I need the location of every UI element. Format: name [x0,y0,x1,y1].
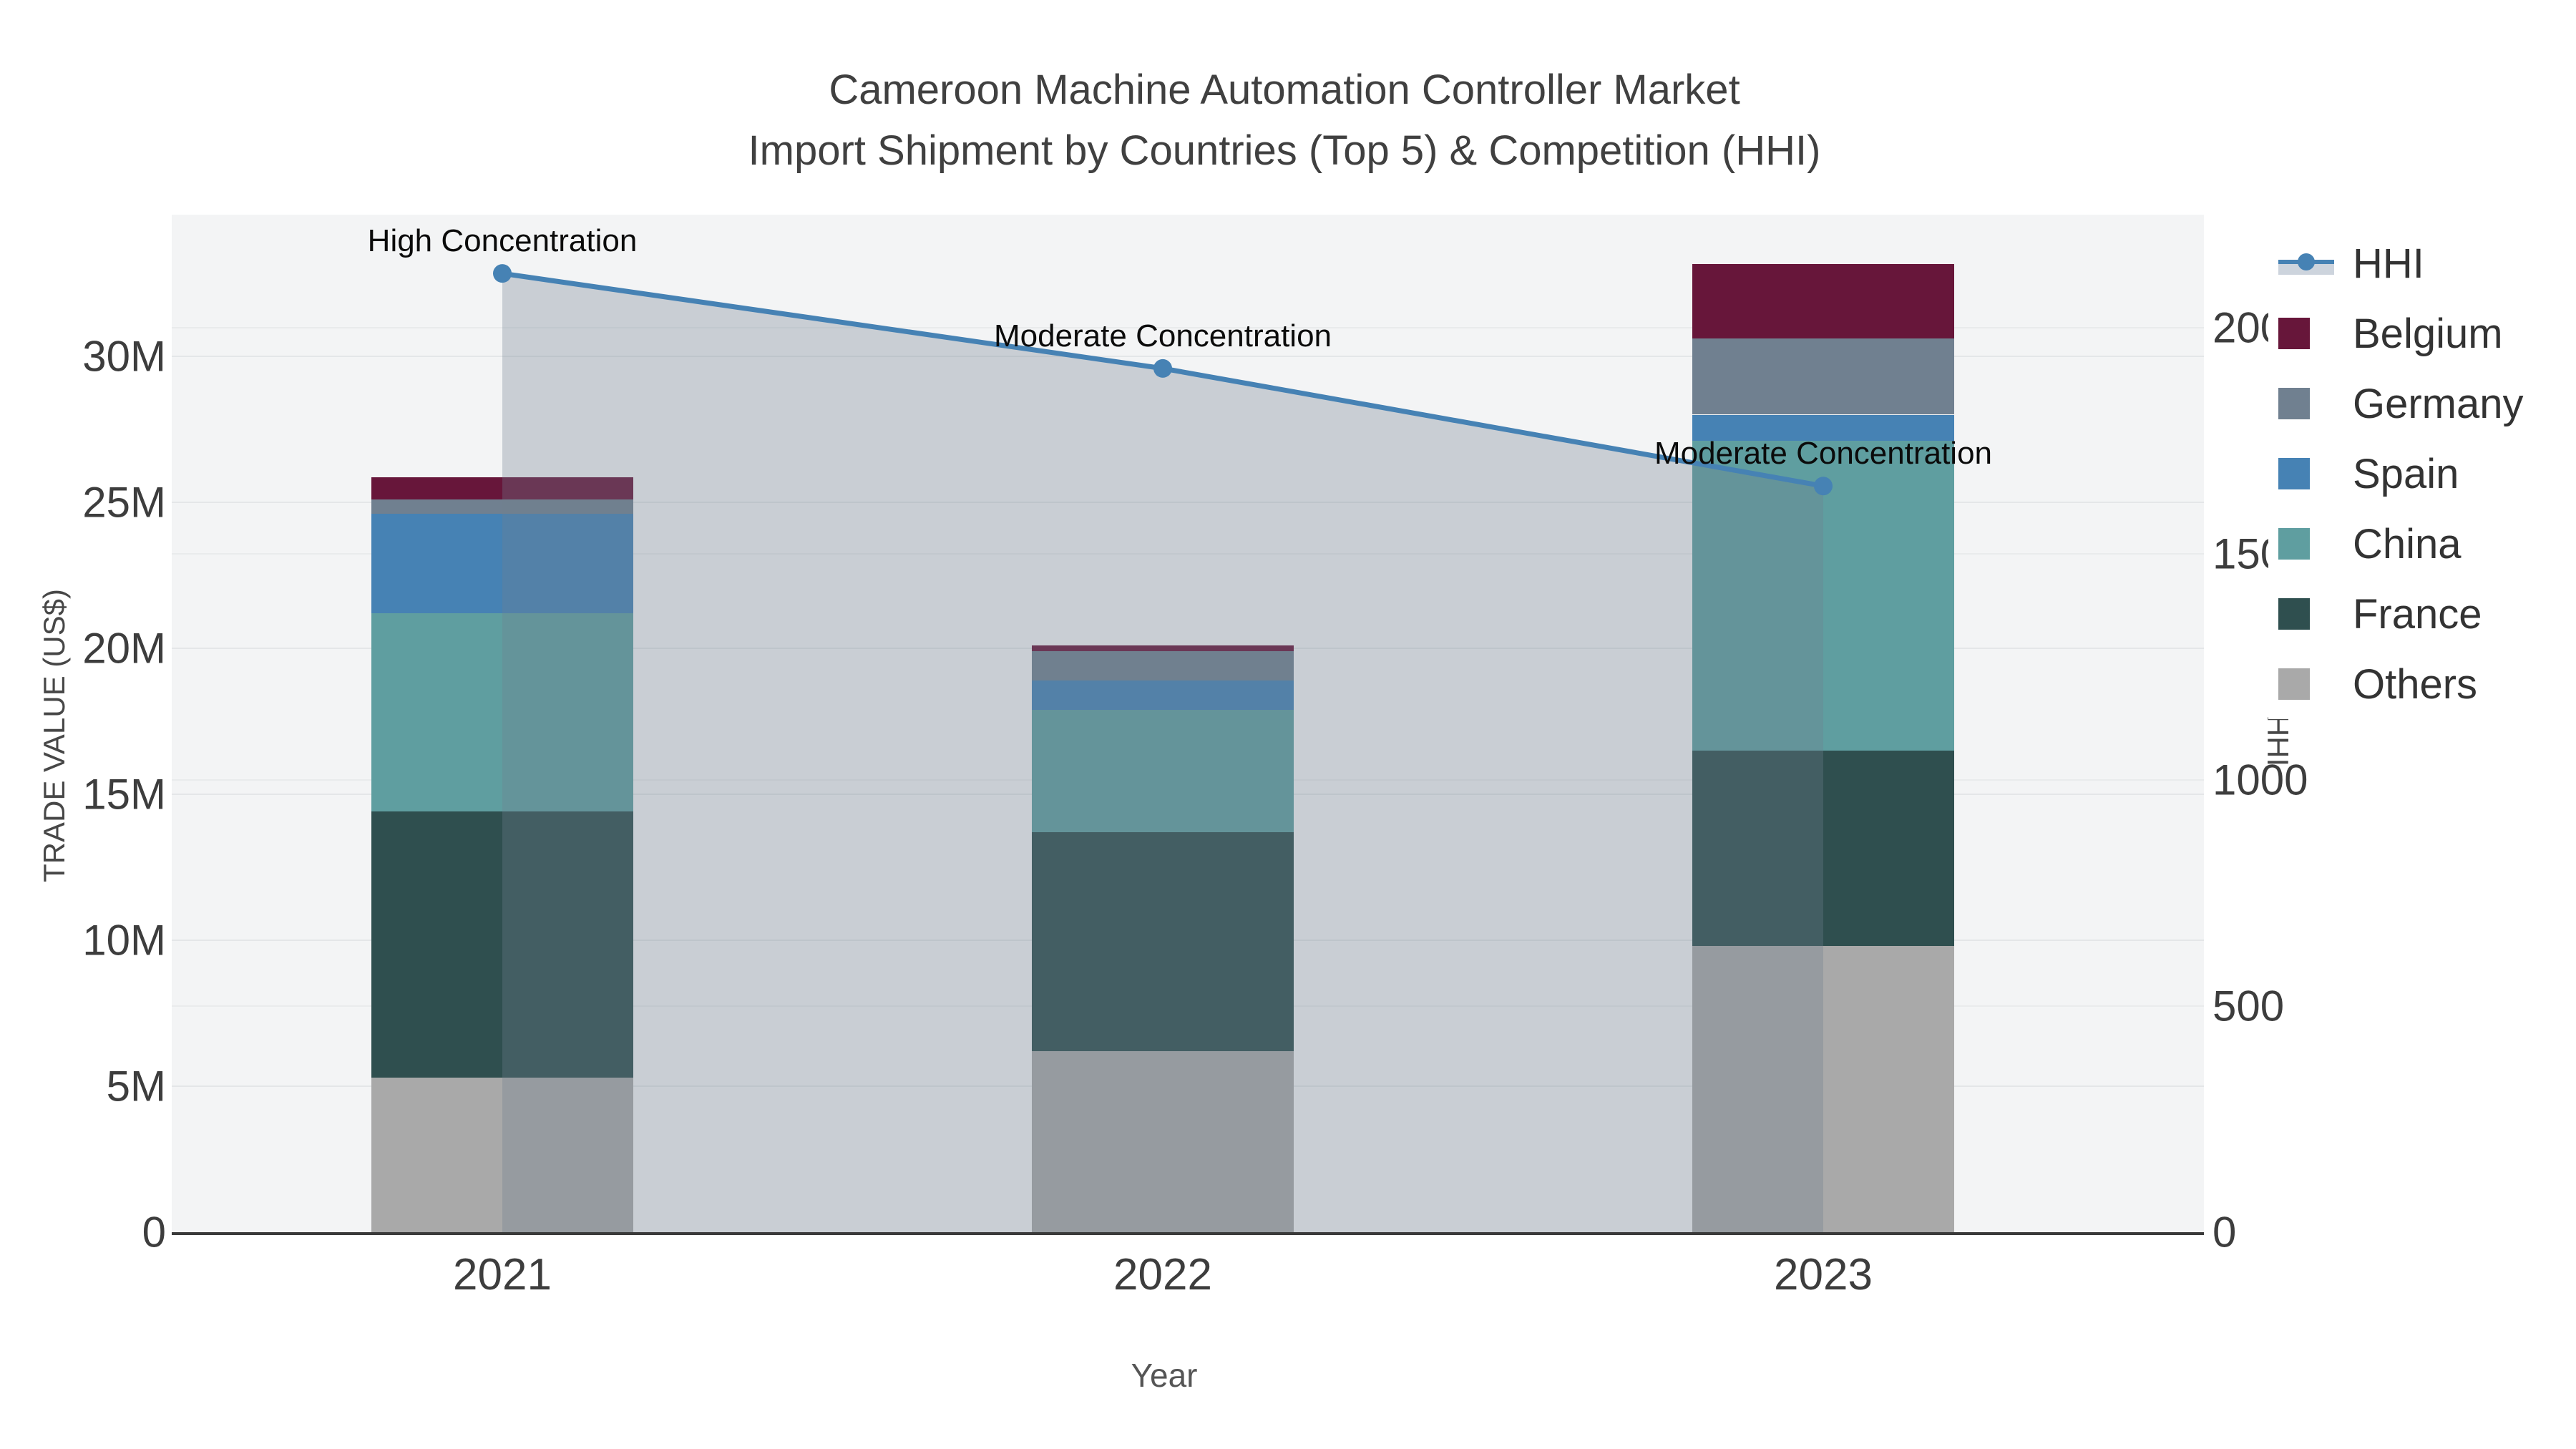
bar-2021-germany[interactable] [371,499,633,514]
legend-item-germany[interactable]: Germany [2268,369,2555,439]
bar-2023-france[interactable] [1692,750,1954,947]
bar-2022-china[interactable] [1032,709,1294,832]
y-left-tick-20M: 20M [82,624,166,673]
legend-swatch-col-germany [2268,388,2334,419]
bar-2021-belgium[interactable] [371,477,633,499]
legend-swatch-belgium [2278,318,2310,349]
legend-item-spain[interactable]: Spain [2268,439,2555,509]
legend-label-china: China [2353,520,2462,567]
y-left-tick-10M: 10M [82,916,166,965]
y-axis-right-title: HHI [2261,714,2295,767]
legend-label-hhi: HHI [2353,240,2424,287]
bar-2021-others[interactable] [371,1077,633,1232]
bar-2022-germany[interactable] [1032,651,1294,680]
y-left-tick-25M: 25M [82,478,166,527]
bar-2021-france[interactable] [371,811,633,1078]
y-left-tick-0: 0 [142,1208,166,1257]
x-tick-2023: 2023 [1774,1250,1873,1299]
x-tick-2021: 2021 [453,1250,552,1299]
legend-swatch-germany [2278,388,2310,419]
legend-label-belgium: Belgium [2353,310,2503,357]
bar-2022-france[interactable] [1032,831,1294,1051]
x-tick-2022: 2022 [1113,1250,1212,1299]
legend-swatch-china [2278,528,2310,560]
bar-2022-others[interactable] [1032,1051,1294,1232]
legend-swatch-col-belgium [2268,318,2334,349]
hhi-marker-legend-dot [2298,253,2315,270]
legend-label-germany: Germany [2353,380,2524,427]
bar-2023-belgium[interactable] [1692,264,1954,339]
legend-swatch-col-hhi [2268,248,2334,279]
legend-item-france[interactable]: France [2268,579,2555,649]
legend-label-others: Others [2353,660,2478,708]
legend-swatch-spain [2278,458,2310,489]
y-right-tick-0: 0 [2212,1208,2237,1257]
gridline-left-25M [172,501,2204,503]
bar-2023-germany[interactable] [1692,338,1954,415]
bar-2023-others[interactable] [1692,946,1954,1232]
y-right-tick-500: 500 [2212,982,2285,1030]
bar-2022-spain[interactable] [1032,680,1294,710]
annotation-2023: Moderate Concentration [1654,436,1993,472]
y-right-tick-1000: 1000 [2212,756,2308,804]
y-left-tick-15M: 15M [82,770,166,819]
annotation-2022: Moderate Concentration [993,318,1332,353]
bar-2021-china[interactable] [371,613,633,812]
legend-label-spain: Spain [2353,450,2459,497]
y-axis-left-title: TRADE VALUE (US$) [37,589,71,882]
bar-2022-belgium[interactable] [1032,645,1294,651]
bar-2021-spain[interactable] [371,514,633,613]
x-axis-line [172,1232,2204,1235]
hhi-line-legend-icon [2278,248,2334,279]
legend-swatch-france [2278,598,2310,630]
chart-title-line1: Cameroon Machine Automation Controller M… [829,67,1740,113]
legend-swatch-col-spain [2268,458,2334,489]
legend-swatch-col-china [2268,528,2334,560]
legend-item-china[interactable]: China [2268,509,2555,579]
legend-item-hhi[interactable]: HHI [2268,228,2555,298]
y-left-tick-30M: 30M [82,332,166,381]
annotation-2021: High Concentration [367,223,638,259]
legend-swatch-col-france [2268,598,2334,630]
legend[interactable]: HHI Belgium Germany Spain China France Others [2268,228,2555,719]
chart-title-line2: Import Shipment by Countries (Top 5) & C… [748,127,1821,174]
legend-swatch-col-others [2268,668,2334,700]
legend-item-belgium[interactable]: Belgium [2268,298,2555,369]
y-left-tick-5M: 5M [106,1062,166,1111]
legend-item-others[interactable]: Others [2268,649,2555,719]
gridline-right-1500 [172,553,2204,555]
bar-2023-china[interactable] [1692,441,1954,751]
legend-label-france: France [2353,590,2482,638]
x-axis-title: Year [1131,1357,1198,1394]
legend-swatch-others [2278,668,2310,700]
